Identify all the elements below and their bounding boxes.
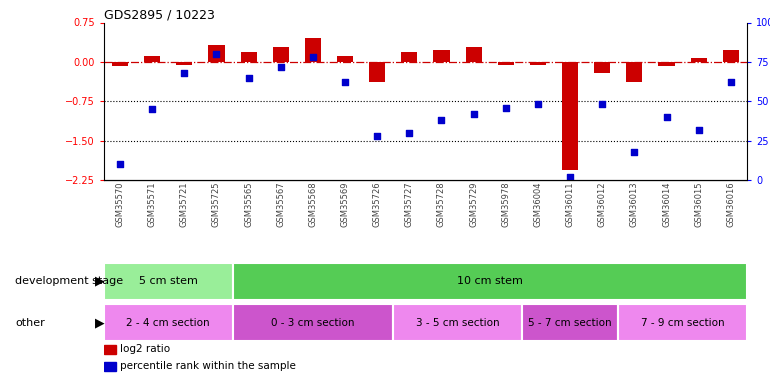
Bar: [658, 62, 675, 66]
Text: GSM35569: GSM35569: [340, 182, 350, 227]
Bar: [112, 62, 128, 66]
Text: GSM35728: GSM35728: [437, 182, 446, 227]
Text: GSM36016: GSM36016: [726, 182, 735, 227]
Bar: [691, 58, 707, 62]
Point: [692, 127, 705, 133]
Text: GSM35729: GSM35729: [469, 182, 478, 227]
Point: [146, 106, 159, 112]
Point: [371, 133, 383, 139]
Bar: [104, 345, 115, 354]
Text: GSM36004: GSM36004: [534, 182, 542, 227]
Bar: [209, 45, 225, 62]
Bar: [337, 56, 353, 62]
Point: [178, 70, 190, 76]
Text: 0 - 3 cm section: 0 - 3 cm section: [271, 318, 355, 327]
Bar: [562, 62, 578, 170]
Text: ▶: ▶: [95, 275, 105, 288]
Text: 3 - 5 cm section: 3 - 5 cm section: [416, 318, 500, 327]
Bar: [369, 62, 385, 82]
Bar: [176, 62, 192, 64]
Text: GSM35568: GSM35568: [309, 182, 317, 227]
Bar: [305, 38, 321, 62]
Bar: [144, 56, 160, 62]
Point: [725, 80, 737, 86]
Text: GDS2895 / 10223: GDS2895 / 10223: [104, 8, 215, 21]
Bar: [401, 53, 417, 62]
Text: 7 - 9 cm section: 7 - 9 cm section: [641, 318, 725, 327]
Text: 5 - 7 cm section: 5 - 7 cm section: [528, 318, 612, 327]
Point: [306, 54, 319, 60]
Text: GSM35725: GSM35725: [212, 182, 221, 227]
Point: [564, 174, 576, 180]
Text: GSM35727: GSM35727: [405, 182, 413, 227]
Point: [500, 105, 512, 111]
Point: [339, 80, 351, 86]
Point: [661, 114, 673, 120]
Text: 10 cm stem: 10 cm stem: [457, 276, 523, 286]
Text: development stage: development stage: [15, 276, 123, 286]
Text: GSM35567: GSM35567: [276, 182, 285, 227]
Text: GSM35726: GSM35726: [373, 182, 382, 227]
Bar: [104, 362, 115, 371]
Bar: [466, 47, 482, 62]
Point: [596, 101, 608, 107]
Text: other: other: [15, 318, 45, 327]
Point: [210, 51, 223, 57]
Bar: [723, 50, 739, 62]
Text: GSM36012: GSM36012: [598, 182, 607, 227]
Point: [114, 161, 126, 167]
Bar: [434, 50, 450, 62]
Point: [628, 148, 641, 154]
Bar: [393, 304, 522, 341]
Bar: [497, 62, 514, 65]
Bar: [522, 304, 618, 341]
Bar: [104, 304, 233, 341]
Bar: [240, 53, 256, 62]
Bar: [626, 62, 642, 82]
Text: GSM36015: GSM36015: [695, 182, 703, 227]
Text: GSM35570: GSM35570: [116, 182, 125, 227]
Bar: [233, 262, 747, 300]
Point: [435, 117, 447, 123]
Bar: [618, 304, 747, 341]
Text: GSM35571: GSM35571: [148, 182, 156, 227]
Text: 5 cm stem: 5 cm stem: [139, 276, 198, 286]
Point: [243, 75, 255, 81]
Point: [275, 64, 287, 70]
Point: [403, 130, 416, 136]
Bar: [233, 304, 393, 341]
Text: percentile rank within the sample: percentile rank within the sample: [120, 361, 296, 371]
Text: GSM36014: GSM36014: [662, 182, 671, 227]
Point: [467, 111, 480, 117]
Bar: [104, 262, 233, 300]
Point: [532, 101, 544, 107]
Bar: [530, 62, 546, 64]
Text: GSM35721: GSM35721: [180, 182, 189, 227]
Text: GSM35565: GSM35565: [244, 182, 253, 227]
Text: GSM36011: GSM36011: [566, 182, 574, 227]
Bar: [273, 47, 289, 62]
Text: log2 ratio: log2 ratio: [120, 344, 170, 354]
Bar: [594, 62, 611, 74]
Text: ▶: ▶: [95, 316, 105, 329]
Text: GSM35978: GSM35978: [501, 182, 511, 227]
Text: 2 - 4 cm section: 2 - 4 cm section: [126, 318, 210, 327]
Text: GSM36013: GSM36013: [630, 182, 639, 227]
